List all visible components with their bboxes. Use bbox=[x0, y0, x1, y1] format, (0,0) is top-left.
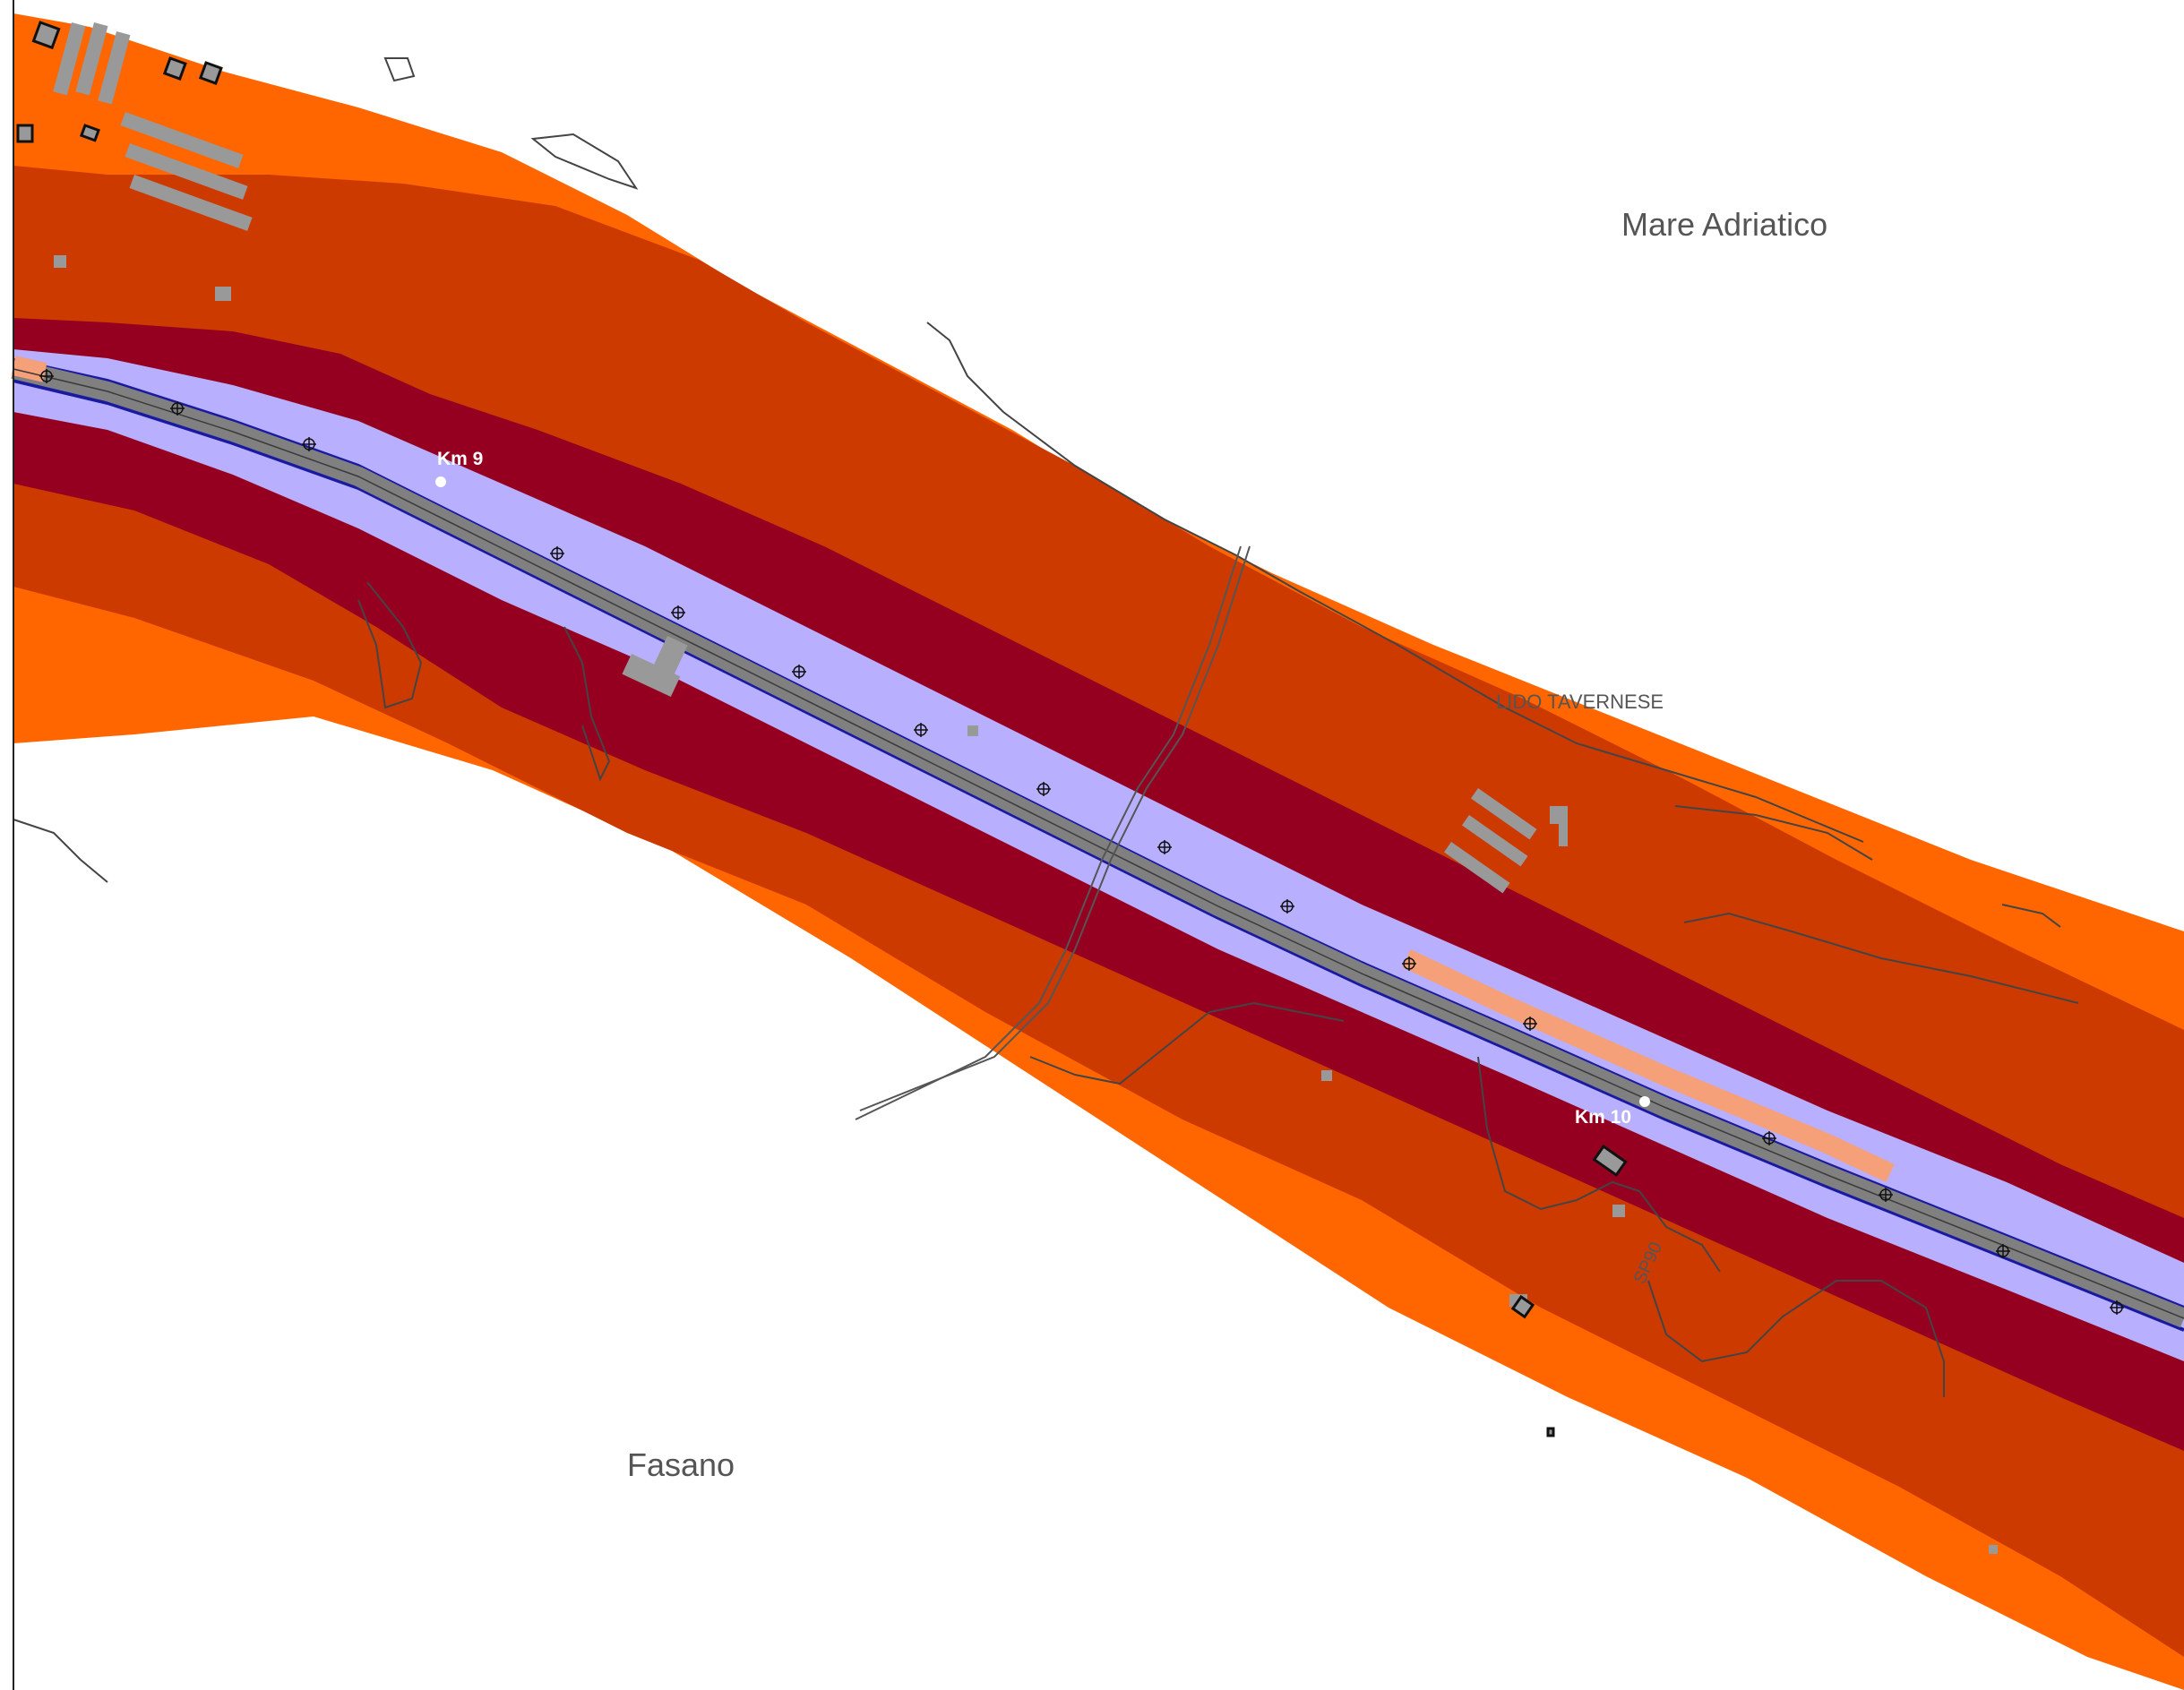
building bbox=[1546, 1427, 1555, 1437]
noise-receiver-icon bbox=[1157, 840, 1172, 854]
building bbox=[646, 636, 688, 691]
road-edge-south bbox=[13, 379, 2184, 1332]
contour-line bbox=[1029, 1001, 1345, 1085]
noise-receivers bbox=[39, 369, 2124, 1315]
town-label: Fasano bbox=[627, 1446, 735, 1483]
building bbox=[1559, 824, 1568, 846]
contour-line bbox=[1477, 1056, 1721, 1273]
sea-label: Mare Adriatico bbox=[1621, 206, 1827, 243]
building bbox=[120, 111, 244, 168]
building bbox=[1461, 814, 1528, 867]
building bbox=[1470, 788, 1537, 840]
km-point-icon bbox=[435, 476, 446, 487]
buildings bbox=[53, 22, 1998, 1554]
building bbox=[967, 725, 978, 736]
building bbox=[1321, 1070, 1332, 1081]
railway-lines bbox=[855, 545, 1251, 1120]
building bbox=[1550, 806, 1568, 824]
km-marker-label: Km 10 bbox=[1575, 1107, 1631, 1128]
noise-receiver-icon bbox=[1280, 899, 1294, 914]
noise-receiver-icon bbox=[1402, 957, 1416, 971]
km-point-icon bbox=[1639, 1096, 1650, 1107]
building bbox=[129, 175, 253, 231]
contour-line bbox=[1683, 912, 2079, 1004]
building bbox=[54, 255, 66, 268]
noise-receiver-icon bbox=[550, 546, 564, 561]
noise-receiver-icon bbox=[671, 605, 685, 620]
noise-receiver-icon bbox=[914, 723, 928, 737]
road-centerline bbox=[13, 368, 2184, 1319]
railway-line bbox=[859, 545, 1251, 1111]
km-marker-9[interactable]: Km 9 bbox=[435, 449, 483, 487]
building bbox=[98, 31, 131, 105]
highway-segment-highlight-west bbox=[11, 356, 47, 382]
noise-receiver-icon bbox=[792, 665, 806, 679]
noise-receiver-icon bbox=[1879, 1188, 1893, 1202]
building bbox=[16, 124, 34, 143]
building bbox=[1989, 1545, 1998, 1554]
noise-receiver-icon bbox=[1996, 1244, 2010, 1258]
contour-line bbox=[1674, 805, 1873, 861]
noise-receiver-icon bbox=[1036, 782, 1051, 796]
contour-line bbox=[1647, 1280, 1945, 1397]
building bbox=[1510, 1294, 1535, 1319]
locality-label: LIDO TAVERNESE bbox=[1496, 691, 1664, 713]
building bbox=[1443, 842, 1510, 894]
contour-line bbox=[563, 626, 611, 782]
noise-receiver-icon bbox=[2110, 1300, 2124, 1315]
railway-line bbox=[855, 545, 1242, 1120]
km-marker-label: Km 9 bbox=[437, 449, 483, 469]
outlined-buildings bbox=[16, 21, 1628, 1437]
contour-line bbox=[383, 57, 416, 82]
highway-segment-highlight bbox=[1402, 949, 1895, 1182]
building bbox=[1612, 1205, 1625, 1217]
noise-receiver-icon bbox=[302, 437, 316, 451]
building bbox=[31, 21, 61, 50]
contour-line bbox=[2001, 904, 2061, 928]
km-marker-10[interactable]: Km 10 bbox=[1575, 1096, 1650, 1128]
map-frame-border bbox=[13, 0, 14, 1690]
noise-receiver-icon bbox=[39, 369, 54, 383]
noise-receiver-icon bbox=[1523, 1017, 1537, 1031]
coastline bbox=[926, 322, 1864, 843]
building bbox=[198, 61, 223, 85]
building bbox=[1592, 1144, 1628, 1178]
contour-line bbox=[530, 133, 639, 190]
building bbox=[215, 287, 231, 301]
noise-receiver-icon bbox=[1762, 1131, 1776, 1145]
contour-line bbox=[357, 581, 423, 709]
building bbox=[162, 56, 187, 81]
contour-lines bbox=[13, 57, 2079, 1397]
noise-receiver-icon bbox=[170, 401, 185, 416]
building bbox=[125, 143, 248, 200]
building bbox=[79, 124, 100, 142]
building bbox=[53, 22, 86, 96]
contour-line bbox=[13, 819, 108, 883]
building bbox=[75, 22, 108, 96]
